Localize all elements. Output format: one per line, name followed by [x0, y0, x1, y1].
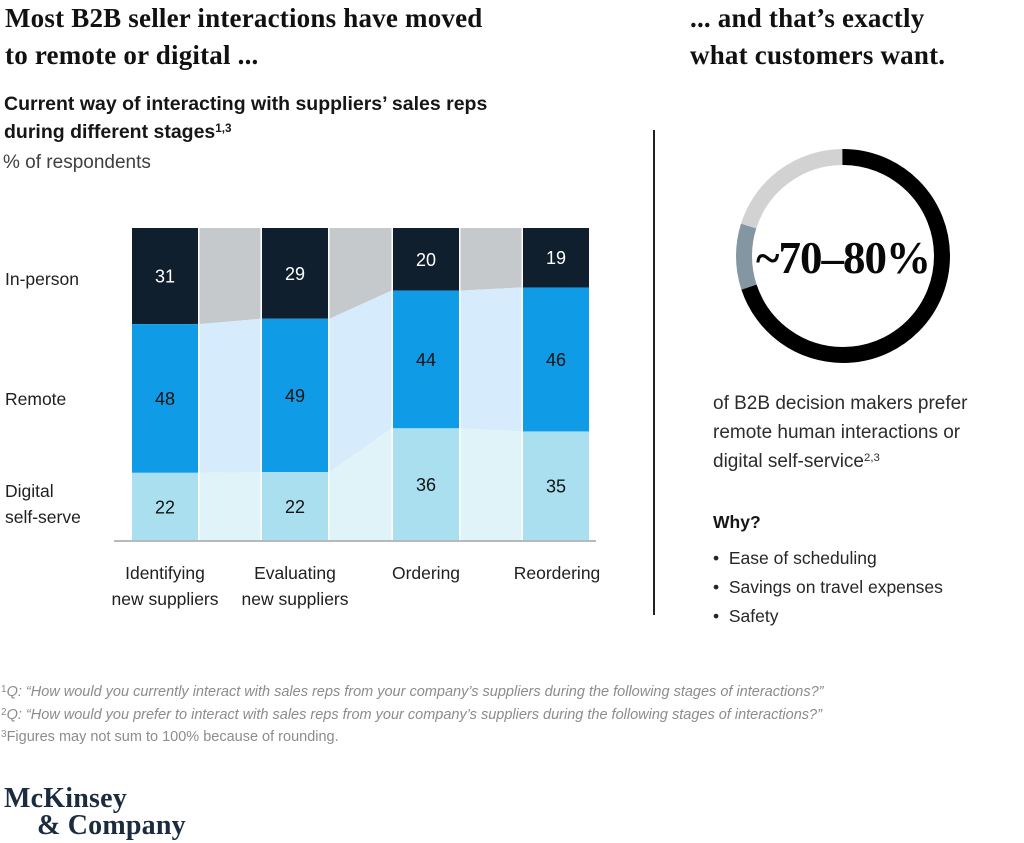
stat-caption-line2: remote human interactions or — [713, 422, 961, 443]
bar-segment — [262, 318, 328, 473]
flow-band — [199, 228, 261, 325]
bar-segment — [393, 228, 459, 291]
flow-band — [329, 290, 392, 473]
stat-caption-superscript: 2,3 — [864, 452, 880, 465]
flow-band — [460, 428, 522, 541]
bar-value-label: 44 — [416, 350, 436, 370]
bar-segment — [262, 472, 328, 541]
unit-label: % of respondents — [3, 152, 151, 173]
bar-value-label: 19 — [546, 248, 566, 268]
flow-band — [460, 287, 522, 432]
donut-center-label: ~70–80% — [756, 233, 931, 283]
bar-segment — [262, 228, 328, 319]
bar-value-label: 48 — [155, 389, 175, 409]
column-divider-line — [653, 130, 655, 615]
why-heading: Why? — [713, 512, 761, 532]
why-bullet-item: Savings on travel expenses — [713, 573, 943, 602]
bar-segment — [523, 431, 589, 541]
left-headline-line1: Most B2B seller interactions have moved — [5, 3, 483, 33]
row-label-digital-self-serve: Digital self-serve — [5, 481, 81, 527]
mckinsey-logo: McKinsey & Company — [4, 783, 186, 841]
donut-chart — [736, 149, 950, 363]
bar-value-label: 22 — [155, 497, 175, 517]
why-block: Why? Ease of scheduling Savings on trave… — [713, 512, 943, 631]
flow-band — [329, 428, 392, 541]
logo-line2: & Company — [37, 810, 186, 841]
subtitle-superscript: 1,3 — [215, 122, 232, 136]
bar-segment — [523, 287, 589, 432]
donut-segment-slate-segment — [736, 149, 950, 363]
bar-segment — [523, 228, 589, 288]
category-label-reordering: Reordering — [513, 563, 601, 583]
footnote-2: 2Q: “How would you prefer to interact wi… — [1, 707, 822, 723]
bar-segment — [132, 324, 198, 473]
flow-band — [329, 228, 392, 319]
bar-segment — [393, 428, 459, 541]
footnote-1: 1Q: “How would you currently interact wi… — [1, 684, 824, 700]
category-label-identifying: Identifying new suppliers — [111, 563, 219, 609]
donut-segment-light-gray-segment — [736, 149, 950, 363]
bar-value-label: 29 — [285, 264, 305, 284]
category-label-evaluating: Evaluating new suppliers — [241, 563, 349, 609]
bar-value-label: 20 — [416, 250, 436, 270]
row-label-in-person: In-person — [5, 269, 79, 289]
right-headline: ... and that’s exactly what customers wa… — [690, 0, 945, 74]
left-headline: Most B2B seller interactions have moved … — [5, 0, 483, 74]
bar-value-label: 22 — [285, 497, 305, 517]
flow-band — [199, 472, 261, 541]
bar-value-label: 46 — [546, 350, 566, 370]
bar-segment — [132, 472, 198, 541]
why-bullet-item: Ease of scheduling — [713, 544, 943, 573]
bar-value-label: 49 — [285, 386, 305, 406]
stacked-bar-flow-chart: 31 48 22 29 49 22 20 44 36 19 46 35 — [132, 228, 589, 541]
chart-subtitle-line2: during different stages1,3 — [4, 121, 232, 143]
right-headline-line2: what customers want. — [690, 40, 946, 70]
why-bullet-list: Ease of scheduling Savings on travel exp… — [713, 544, 943, 631]
left-headline-line2: to remote or digital ... — [5, 40, 259, 70]
stat-caption-line1: of B2B decision makers prefer — [713, 393, 968, 414]
chart-subtitle: Current way of interacting with supplier… — [4, 90, 487, 149]
bar-value-label: 31 — [155, 267, 175, 287]
logo-line1: McKinsey — [4, 783, 127, 814]
right-headline-line1: ... and that’s exactly — [690, 3, 925, 33]
row-label-remote: Remote — [5, 389, 67, 409]
x-axis-line — [114, 540, 596, 542]
flow-band — [199, 318, 261, 473]
flow-band — [460, 228, 522, 291]
bar-value-label: 35 — [546, 477, 566, 497]
bar-segment — [132, 228, 198, 325]
bar-segment — [393, 290, 459, 429]
stat-caption: of B2B decision makers prefer remote hum… — [713, 389, 968, 479]
category-label-ordering: Ordering — [391, 563, 461, 583]
why-bullet-item: Safety — [713, 602, 943, 631]
footnote-3: 3Figures may not sum to 100% because of … — [1, 729, 339, 745]
bar-value-label: 36 — [416, 475, 436, 495]
stat-caption-line3: digital self-service2,3 — [713, 451, 880, 472]
chart-subtitle-line1: Current way of interacting with supplier… — [4, 93, 488, 115]
